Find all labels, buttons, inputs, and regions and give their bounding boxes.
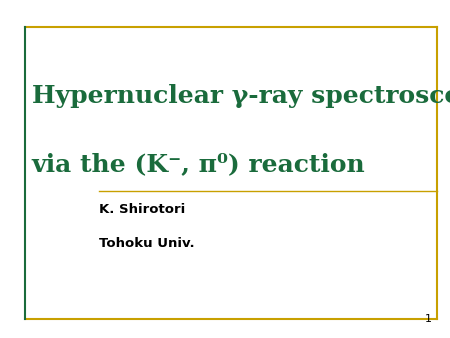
Text: Hypernuclear γ-ray spectroscopy: Hypernuclear γ-ray spectroscopy — [32, 84, 450, 108]
Text: 1: 1 — [425, 314, 432, 324]
Text: K. Shirotori: K. Shirotori — [99, 203, 185, 216]
Text: via the (K⁻, π⁰) reaction: via the (K⁻, π⁰) reaction — [32, 152, 365, 176]
Text: Tohoku Univ.: Tohoku Univ. — [99, 237, 194, 249]
